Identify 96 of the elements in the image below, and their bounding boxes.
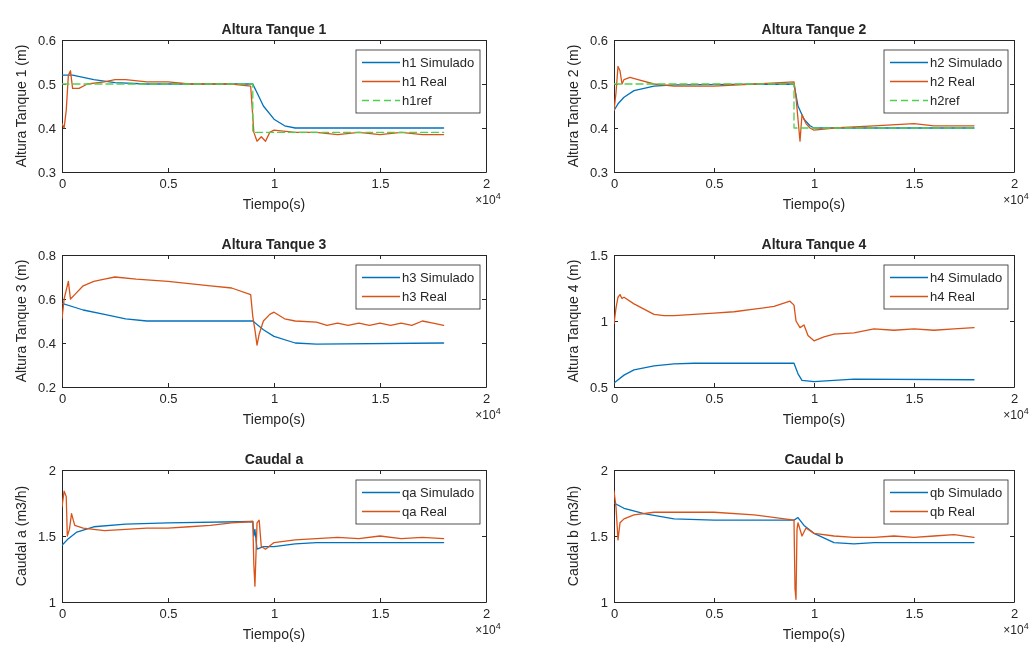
chart-title: Altura Tanque 1 <box>221 21 327 37</box>
y-axis-title: Altura Tanque 2 (m) <box>565 44 581 168</box>
legend-label: h1ref <box>402 93 433 108</box>
text: ×10$^{4}$ <box>475 191 501 207</box>
chart-title: Altura Tanque 4 <box>761 236 867 252</box>
y-tick-label: 1 <box>48 594 56 610</box>
y-tick-label: 0.4 <box>37 120 56 136</box>
x-tick-label: 1 <box>810 176 819 192</box>
line-series <box>614 293 975 342</box>
y-tick-label: 0.5 <box>37 76 56 92</box>
y-tick-label: 1 <box>600 594 608 610</box>
x-tick-label: 1.5 <box>371 606 390 622</box>
y-tick-label: 0.6 <box>37 291 56 307</box>
y-tick-label: 0.5 <box>589 379 608 395</box>
x-tick-label: 1 <box>270 606 279 622</box>
y-tick-label: 0.2 <box>37 379 56 395</box>
x-tick-label: 0 <box>58 391 67 407</box>
text: ×10$^{4}$ <box>1003 406 1029 422</box>
x-tick-label: 0.5 <box>159 391 178 407</box>
y-tick-label: 0.8 <box>37 247 56 263</box>
line-series <box>614 502 975 545</box>
x-tick-label: 0 <box>610 176 619 192</box>
legend-label: h2 Real <box>930 74 975 89</box>
x-tick-label: 1.5 <box>371 391 390 407</box>
chart-title: Caudal b <box>784 451 844 467</box>
x-tick-label: 0.5 <box>705 391 724 407</box>
y-axis-title: Caudal b (m3/h) <box>565 485 581 587</box>
x-tick-label: 0 <box>610 391 619 407</box>
legend-label: qb Real <box>930 504 975 519</box>
y-tick-label: 0.6 <box>589 32 608 48</box>
x-tick-label: 2 <box>482 606 491 622</box>
x-tick-label: 0.5 <box>159 176 178 192</box>
chart-title: Caudal a <box>244 451 304 467</box>
y-tick-label: 0.3 <box>37 164 56 180</box>
legend-label: h2 Simulado <box>930 55 1003 70</box>
x-axis-title: Tiempo(s) <box>242 411 306 427</box>
chart-title: Altura Tanque 2 <box>761 21 867 37</box>
line-series <box>62 520 445 550</box>
y-axis-title: Altura Tanque 4 (m) <box>565 259 581 383</box>
text: ×10$^{4}$ <box>475 621 501 637</box>
x-axis-title: Tiempo(s) <box>782 411 846 427</box>
x-tick-label: 1 <box>270 391 279 407</box>
y-tick-label: 1.5 <box>589 528 608 544</box>
y-tick-label: 1 <box>600 313 608 329</box>
chart-title: Altura Tanque 3 <box>221 236 327 252</box>
x-tick-label: 1 <box>270 176 279 192</box>
x-axis-title: Tiempo(s) <box>782 626 846 642</box>
x-axis-title: Tiempo(s) <box>242 626 306 642</box>
x-tick-label: 2 <box>482 391 491 407</box>
x-tick-label: 0.5 <box>705 606 724 622</box>
y-axis-title: Caudal a (m3/h) <box>13 485 29 587</box>
legend-label: h4 Simulado <box>930 270 1003 285</box>
legend-label: h4 Real <box>930 289 975 304</box>
y-tick-label: 0.6 <box>37 32 56 48</box>
x-axis-title: Tiempo(s) <box>242 196 306 212</box>
y-tick-label: 2 <box>48 462 56 478</box>
legend-label: h3 Simulado <box>402 270 475 285</box>
line-series <box>614 65 975 142</box>
x-tick-label: 0 <box>58 606 67 622</box>
legend-label: h1 Simulado <box>402 55 475 70</box>
y-tick-label: 0.5 <box>589 76 608 92</box>
x-tick-label: 2 <box>1010 391 1019 407</box>
y-tick-label: 0.4 <box>589 120 608 136</box>
x-tick-label: 1 <box>810 391 819 407</box>
y-tick-label: 1.5 <box>589 247 608 263</box>
x-tick-label: 1.5 <box>371 176 390 192</box>
y-tick-label: 0.4 <box>37 335 56 351</box>
x-axis-title: Tiempo(s) <box>782 196 846 212</box>
legend-label: h3 Real <box>402 289 447 304</box>
x-tick-label: 1.5 <box>905 176 924 192</box>
legend-label: qa Simulado <box>402 485 475 500</box>
x-tick-label: 1.5 <box>905 606 924 622</box>
x-tick-label: 0 <box>610 606 619 622</box>
line-series <box>614 362 975 384</box>
x-tick-label: 0.5 <box>705 176 724 192</box>
line-series <box>62 70 445 142</box>
legend-label: qa Real <box>402 504 447 519</box>
legend-label: h1 Real <box>402 74 447 89</box>
text: ×10$^{4}$ <box>1003 621 1029 637</box>
y-tick-label: 2 <box>600 462 608 478</box>
y-tick-label: 0.3 <box>589 164 608 180</box>
x-tick-label: 1.5 <box>905 391 924 407</box>
y-axis-title: Altura Tanque 3 (m) <box>13 259 29 383</box>
x-tick-label: 2 <box>482 176 491 192</box>
x-tick-label: 0.5 <box>159 606 178 622</box>
x-tick-label: 1 <box>810 606 819 622</box>
y-tick-label: 1.5 <box>37 528 56 544</box>
text: ×10$^{4}$ <box>1003 191 1029 207</box>
y-axis-title: Altura Tanque 1 (m) <box>13 44 29 168</box>
x-tick-label: 2 <box>1010 176 1019 192</box>
line-series <box>62 302 445 345</box>
legend-label: h2ref <box>930 93 961 108</box>
x-tick-label: 2 <box>1010 606 1019 622</box>
x-tick-label: 0 <box>58 176 67 192</box>
text: ×10$^{4}$ <box>475 406 501 422</box>
legend-label: qb Simulado <box>930 485 1003 500</box>
